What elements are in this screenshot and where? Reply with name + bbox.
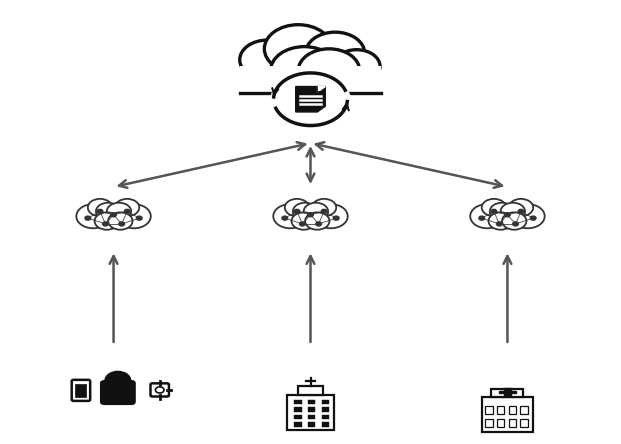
FancyBboxPatch shape	[150, 383, 169, 396]
FancyBboxPatch shape	[71, 380, 90, 401]
Circle shape	[108, 212, 132, 230]
Circle shape	[298, 49, 360, 93]
Circle shape	[294, 210, 300, 214]
FancyBboxPatch shape	[240, 66, 381, 93]
FancyBboxPatch shape	[308, 415, 315, 419]
Circle shape	[94, 212, 119, 230]
Circle shape	[333, 50, 380, 83]
Circle shape	[501, 203, 525, 220]
Circle shape	[76, 204, 110, 228]
FancyBboxPatch shape	[298, 385, 323, 395]
Polygon shape	[317, 87, 325, 92]
Circle shape	[115, 199, 139, 216]
Circle shape	[102, 222, 108, 226]
Circle shape	[271, 71, 350, 128]
Polygon shape	[296, 87, 325, 112]
Circle shape	[511, 204, 545, 228]
Circle shape	[502, 212, 527, 230]
Circle shape	[505, 213, 510, 217]
Circle shape	[293, 203, 317, 220]
Circle shape	[479, 216, 484, 220]
Circle shape	[137, 216, 142, 220]
Circle shape	[96, 203, 120, 220]
FancyBboxPatch shape	[322, 400, 329, 404]
Circle shape	[124, 210, 130, 214]
Circle shape	[285, 199, 309, 216]
Polygon shape	[504, 388, 510, 396]
Circle shape	[482, 199, 506, 216]
Circle shape	[530, 216, 536, 220]
Circle shape	[271, 47, 338, 95]
FancyBboxPatch shape	[287, 395, 334, 430]
FancyBboxPatch shape	[308, 422, 315, 427]
FancyBboxPatch shape	[322, 415, 329, 419]
Circle shape	[282, 216, 288, 220]
Circle shape	[85, 216, 91, 220]
Circle shape	[333, 216, 339, 220]
FancyBboxPatch shape	[491, 388, 524, 396]
FancyBboxPatch shape	[294, 400, 302, 404]
Circle shape	[470, 204, 504, 228]
Circle shape	[304, 203, 328, 220]
FancyBboxPatch shape	[308, 408, 315, 412]
FancyBboxPatch shape	[308, 400, 315, 404]
FancyBboxPatch shape	[482, 396, 533, 432]
Circle shape	[97, 210, 103, 214]
Circle shape	[117, 204, 151, 228]
FancyBboxPatch shape	[101, 381, 135, 404]
Circle shape	[307, 213, 314, 217]
Circle shape	[316, 222, 322, 226]
Circle shape	[88, 199, 112, 216]
Circle shape	[111, 213, 116, 217]
Circle shape	[291, 212, 316, 230]
Circle shape	[106, 372, 130, 389]
Circle shape	[314, 204, 348, 228]
Circle shape	[321, 210, 327, 214]
FancyBboxPatch shape	[322, 408, 329, 412]
FancyBboxPatch shape	[294, 408, 302, 412]
Circle shape	[240, 40, 295, 79]
Circle shape	[513, 222, 519, 226]
Circle shape	[306, 32, 365, 74]
Circle shape	[299, 222, 305, 226]
Circle shape	[265, 25, 332, 73]
Circle shape	[273, 204, 307, 228]
FancyBboxPatch shape	[75, 384, 86, 397]
Circle shape	[509, 199, 533, 216]
Polygon shape	[499, 391, 516, 392]
FancyBboxPatch shape	[294, 422, 302, 427]
FancyBboxPatch shape	[294, 415, 302, 419]
Circle shape	[490, 203, 514, 220]
FancyBboxPatch shape	[322, 422, 329, 427]
Circle shape	[312, 199, 336, 216]
Circle shape	[518, 210, 524, 214]
Circle shape	[496, 222, 502, 226]
Circle shape	[489, 212, 513, 230]
Circle shape	[119, 222, 125, 226]
Circle shape	[305, 212, 330, 230]
Circle shape	[491, 210, 497, 214]
Circle shape	[107, 203, 131, 220]
